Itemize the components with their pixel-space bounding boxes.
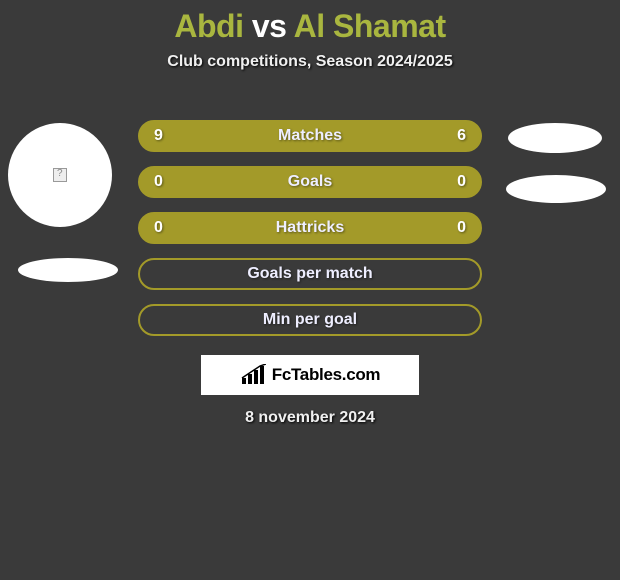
stat-row-mpg: Min per goal (138, 304, 482, 336)
date-text: 8 november 2024 (0, 409, 620, 427)
stat-row-matches: 9 Matches 6 (138, 120, 482, 152)
goals-right: 0 (457, 173, 466, 191)
stat-row-goals: 0 Goals 0 (138, 166, 482, 198)
avatar-placeholder-icon (53, 168, 67, 182)
brand-logo: FcTables.com (201, 355, 419, 395)
stat-row-gpm: Goals per match (138, 258, 482, 290)
mpg-label: Min per goal (263, 311, 357, 329)
hattricks-left: 0 (154, 219, 163, 237)
stats-rows: 9 Matches 6 0 Goals 0 0 Hattricks 0 Goal… (138, 120, 482, 336)
goals-label: Goals (288, 173, 332, 191)
gpm-label: Goals per match (247, 265, 372, 283)
subtitle: Club competitions, Season 2024/2025 (0, 53, 620, 71)
page-title: Abdi vs Al Shamat (0, 0, 620, 45)
player2-ellipse-mid (506, 175, 606, 203)
player1-shadow (18, 258, 118, 282)
vs-text: vs (252, 8, 287, 44)
hattricks-label: Hattricks (276, 219, 344, 237)
player2-name: Al Shamat (294, 8, 446, 44)
hattricks-right: 0 (457, 219, 466, 237)
brand-text: FcTables.com (272, 365, 381, 385)
player1-avatar (8, 123, 112, 227)
chart-icon (240, 364, 266, 386)
stat-row-hattricks: 0 Hattricks 0 (138, 212, 482, 244)
matches-right: 6 (457, 127, 466, 145)
matches-label: Matches (278, 127, 342, 145)
player2-ellipse-top (508, 123, 602, 153)
goals-left: 0 (154, 173, 163, 191)
player1-name: Abdi (174, 8, 243, 44)
matches-left: 9 (154, 127, 163, 145)
